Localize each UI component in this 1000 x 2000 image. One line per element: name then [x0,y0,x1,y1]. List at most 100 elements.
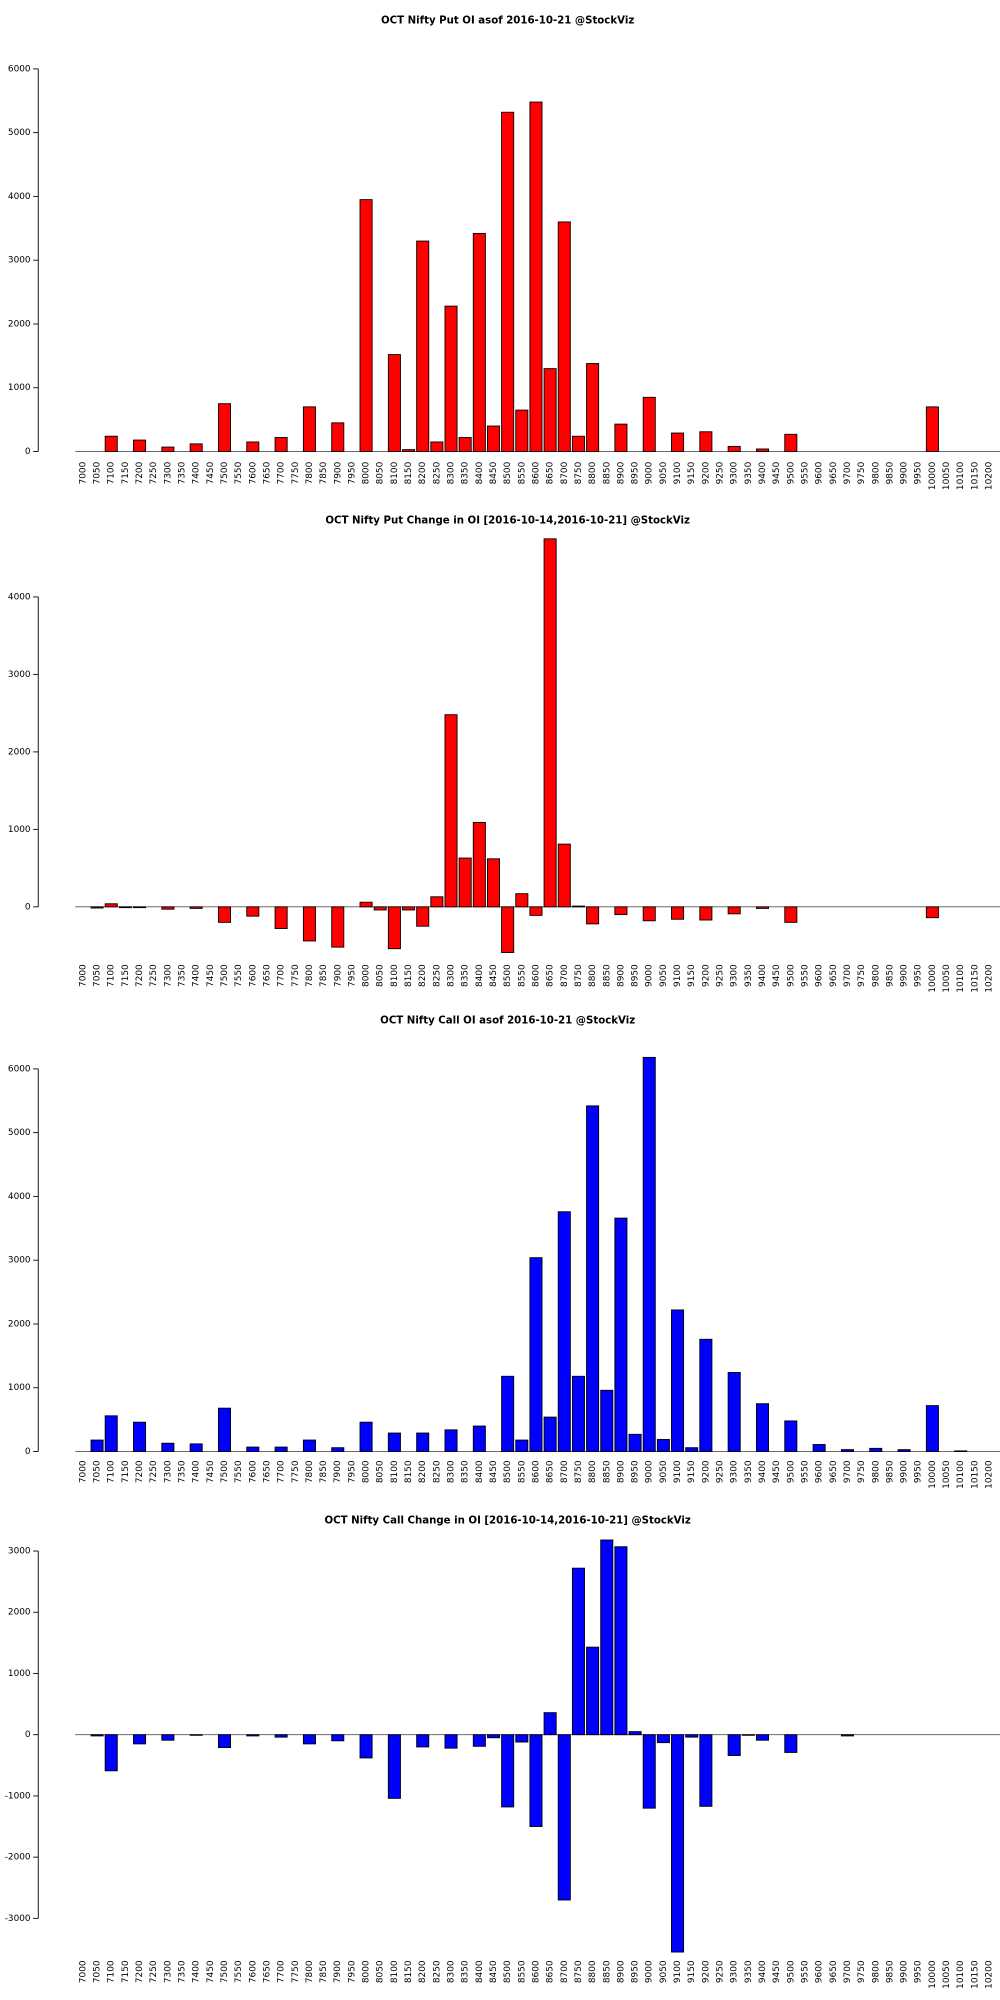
x-tick-label: 9550 [800,461,810,484]
x-tick-label: 7400 [192,461,202,484]
bar [571,905,585,908]
x-tick-label: 8350 [461,461,471,484]
x-tick-label: 8100 [390,1460,400,1483]
x-tick-label: 8950 [631,461,641,484]
x-tick-label: 7500 [220,461,230,484]
bar [755,1734,770,1741]
bar [274,1446,288,1452]
x-tick-label: 7850 [319,1960,329,1983]
x-tick-label: 7400 [192,1960,202,1983]
bar [90,906,104,909]
x-tick-label: 9850 [885,1460,895,1483]
x-tick-label: 7200 [135,964,145,987]
x-tick-label: 10100 [956,964,966,993]
bar [359,901,373,908]
x-tick-label: 9450 [772,461,782,484]
x-tick-label: 9650 [829,461,839,484]
x-tick-label: 9800 [871,461,881,484]
x-tick-label: 8700 [560,461,570,484]
bar [444,714,458,908]
x-tick-label: 8100 [390,1960,400,1983]
x-tick-label: 7200 [135,461,145,484]
bar [812,1444,826,1452]
bar [501,1375,515,1452]
x-tick-label: 10050 [942,461,952,490]
x-tick-label: 9950 [914,461,924,484]
y-tick-label: 2000 [8,319,31,329]
bar [302,406,316,452]
x-tick-label: 7100 [107,1460,117,1483]
bar [571,435,585,452]
x-tick-label: 9400 [758,1960,768,1983]
x-tick-label: 7300 [163,461,173,484]
x-tick-label: 8750 [574,1460,584,1483]
x-tick-label: 8300 [447,1960,457,1983]
y-tick-label: 4000 [8,1192,31,1202]
bar [217,1407,231,1452]
x-tick-label: 9600 [815,1960,825,1983]
bar [217,906,231,923]
x-tick-label: 8150 [404,964,414,987]
x-tick-label: 9100 [673,1960,683,1983]
chart-title: OCT Nifty Call OI asof 2016-10-21 @Stock… [380,1015,635,1026]
x-tick-label: 8300 [447,461,457,484]
x-tick-label: 8100 [390,461,400,484]
x-tick-label: 8250 [432,1960,442,1983]
x-tick-label: 8400 [475,1460,485,1483]
x-tick-label: 8250 [432,461,442,484]
x-tick-label: 7950 [347,1960,357,1983]
x-tick-label: 9500 [786,461,796,484]
x-tick-label: 9850 [885,461,895,484]
x-tick-label: 7550 [234,1960,244,1983]
bar [741,1734,755,1736]
x-tick-label: 8550 [517,461,527,484]
bar [699,431,713,452]
x-tick-label: 9200 [701,964,711,987]
x-tick-label: 7800 [305,461,315,484]
bar [784,1420,798,1452]
x-tick-label: 9050 [659,1460,669,1483]
x-tick-label: 9000 [645,1460,655,1483]
x-tick-label: 8800 [588,1460,598,1483]
x-tick-label: 9200 [701,1960,711,1983]
bar [486,425,500,452]
bar [501,1734,515,1808]
x-tick-label: 9950 [914,1460,924,1483]
bar [274,1734,288,1738]
y-tick-label: 6000 [8,1064,31,1074]
x-tick-label: 7150 [121,1460,131,1483]
x-tick-label: 7900 [333,1960,343,1983]
bar [586,906,600,925]
x-tick-label: 7150 [121,461,131,484]
x-tick-label: 7300 [163,964,173,987]
x-tick-label: 8200 [418,1960,428,1983]
x-tick-label: 8350 [461,964,471,987]
x-tick-label: 9750 [857,1460,867,1483]
x-tick-label: 9050 [659,964,669,987]
bar [543,368,557,452]
x-tick-label: 8000 [362,461,372,484]
bar [104,1415,118,1452]
x-tick-label: 8800 [588,1960,598,1983]
x-tick-label: 7050 [93,1960,103,1983]
x-tick-label: 9350 [744,964,754,987]
x-tick-label: 7700 [277,461,287,484]
x-tick-label: 8700 [560,1460,570,1483]
bar [840,1449,854,1452]
x-tick-label: 7800 [305,964,315,987]
x-tick-label: 8750 [574,461,584,484]
x-tick-label: 7700 [277,1960,287,1983]
bar [472,1425,486,1452]
x-tick-label: 10200 [985,1460,995,1489]
bar [274,906,288,930]
x-tick-label: 8650 [546,1960,556,1983]
chart-title: OCT Nifty Call Change in OI [2016-10-14,… [324,1515,690,1526]
x-tick-label: 7150 [121,1960,131,1983]
x-tick-label: 7150 [121,964,131,987]
bar [755,906,770,909]
x-tick-label: 8850 [602,1960,612,1983]
y-tick-label: 1000 [8,1383,31,1393]
bar [302,1439,316,1452]
x-tick-label: 9000 [645,964,655,987]
x-tick-label: 8000 [362,1460,372,1483]
